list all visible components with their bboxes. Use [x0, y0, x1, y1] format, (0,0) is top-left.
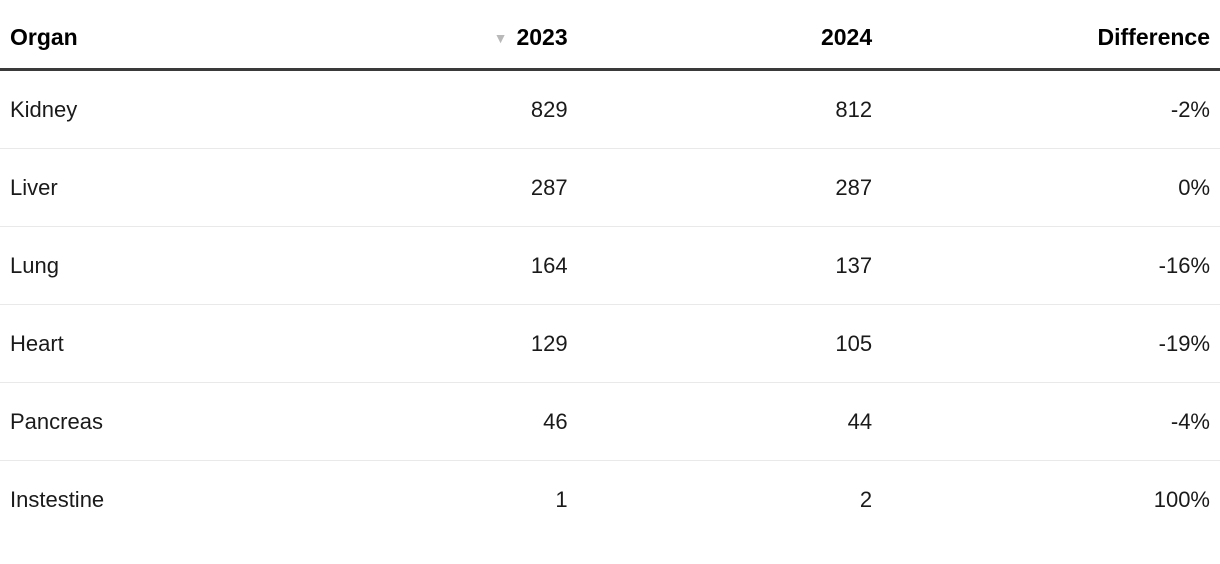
value-2023-cell: 164: [456, 226, 568, 305]
value-2023-cell: 46: [456, 382, 568, 461]
column-header-2024-label: 2024: [820, 24, 873, 50]
organ-data-table: Organ ▼ 2023 2024 Difference Kidney 829 8…: [0, 0, 1220, 538]
column-header-difference-label: Difference: [1097, 24, 1210, 50]
column-header-organ[interactable]: Organ: [0, 0, 457, 71]
table-row: Lung 164 137 -16%: [0, 226, 1220, 305]
difference-cell: -19%: [872, 304, 1220, 383]
value-2024-cell: 137: [567, 226, 873, 305]
sort-descending-icon: ▼: [493, 30, 508, 46]
value-2023-cell: 287: [456, 148, 568, 227]
table-row: Heart 129 105 -19%: [0, 304, 1220, 383]
column-header-difference[interactable]: Difference: [872, 0, 1220, 71]
value-2023-cell: 829: [530, 96, 568, 122]
organ-data-table-container: Organ ▼ 2023 2024 Difference Kidney 829 8…: [0, 0, 1220, 538]
column-header-2023[interactable]: ▼ 2023: [456, 0, 568, 71]
value-2024-cell: 44: [567, 382, 873, 461]
organ-cell: Kidney: [10, 96, 78, 122]
table-header: Organ ▼ 2023 2024 Difference: [0, 0, 1220, 71]
value-2024-cell: 812: [835, 96, 873, 122]
column-header-2024[interactable]: 2024: [567, 0, 873, 71]
table-row: Kidney 829 812 -2%: [0, 70, 1220, 149]
table-row: Instestine 1 2 100%: [0, 460, 1220, 538]
value-2024-cell: 287: [567, 148, 873, 227]
table-body: Kidney 829 812 -2% Liver 287 287 0% Lung…: [0, 70, 1220, 538]
value-2024-cell: 105: [567, 304, 873, 383]
difference-cell: -4%: [872, 382, 1220, 461]
difference-cell: 0%: [872, 148, 1220, 227]
value-2023-cell: 129: [456, 304, 568, 383]
table-row: Liver 287 287 0%: [0, 148, 1220, 227]
organ-cell: Liver: [0, 148, 457, 227]
value-2024-cell: 2: [567, 460, 873, 538]
organ-cell: Pancreas: [0, 382, 457, 461]
difference-cell: 100%: [872, 460, 1220, 538]
organ-cell: Lung: [0, 226, 457, 305]
difference-cell: -2%: [1170, 96, 1210, 122]
difference-cell: -16%: [872, 226, 1220, 305]
table-row: Pancreas 46 44 -4%: [0, 382, 1220, 461]
value-2023-cell: 1: [456, 460, 568, 538]
column-header-organ-label: Organ: [10, 24, 78, 50]
column-header-2023-label: 2023: [516, 24, 568, 50]
organ-cell: Heart: [0, 304, 457, 383]
table-header-row: Organ ▼ 2023 2024 Difference: [0, 0, 1220, 71]
organ-cell: Instestine: [0, 460, 457, 538]
